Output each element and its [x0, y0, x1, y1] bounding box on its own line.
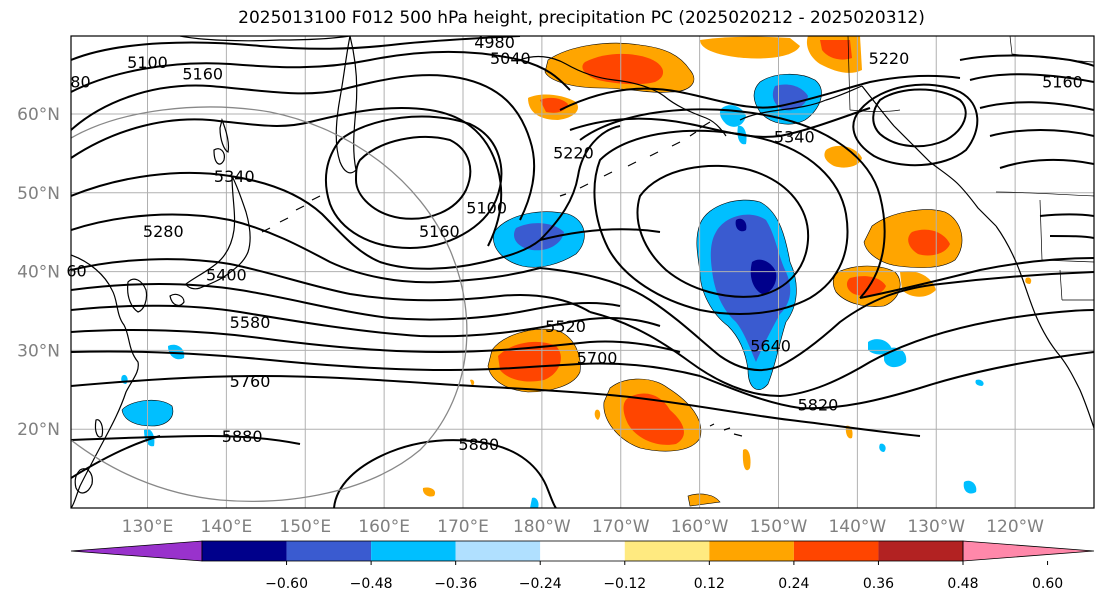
precip-shading-negative [121, 73, 984, 508]
contour-label: 5280 [143, 222, 184, 241]
colorbar-tick-label: 0.48 [947, 576, 978, 592]
colorbar-tick-label: 0.60 [1032, 576, 1063, 592]
contour-label: 5040 [490, 49, 531, 68]
colorbar-tick-label: −0.12 [603, 576, 646, 592]
colorbar-bin [624, 541, 710, 561]
colorbar-tick-label: −0.48 [350, 576, 393, 592]
contour-label: 5220 [553, 143, 594, 162]
colorbar-tick-label: −0.36 [434, 576, 477, 592]
lat-label: 30°N [17, 341, 60, 361]
lon-label: 170°W [592, 517, 650, 537]
contour-label: 5340 [774, 128, 815, 147]
lon-label: 150°E [279, 517, 331, 537]
contour-label: 5340 [214, 167, 255, 186]
contour-label: 5100 [466, 199, 507, 218]
lat-label: 20°N [17, 420, 60, 440]
contour-label: 5520 [545, 317, 586, 336]
colorbar-bin [455, 541, 541, 561]
longitude-labels: 130°E 140°E 150°E 160°E 170°E 180°W 170°W 160°W… [122, 517, 1045, 537]
colorbar-bin [371, 541, 456, 561]
lon-label: 140°E [201, 517, 253, 537]
lon-label: 130°E [122, 517, 174, 537]
great-circle-arc [71, 106, 468, 502]
lon-label: 160°E [358, 517, 410, 537]
colorbar-extend-low [70, 540, 203, 562]
colorbar-tick-label: 0.12 [694, 576, 725, 592]
graticule [71, 36, 1094, 508]
lon-label: 180°W [513, 517, 571, 537]
contour-label: 5220 [869, 49, 910, 68]
colorbar: −0.60 −0.48 −0.36 −0.24 −0.12 0.12 0.24 0.36 0.4… [70, 540, 1095, 592]
latitude-labels: 60°N 50°N 40°N 30°N 20°N [17, 105, 60, 440]
contour-label: 5760 [230, 372, 271, 391]
lat-label: 50°N [17, 184, 60, 204]
colorbar-bin [202, 541, 287, 561]
lon-label: 170°E [437, 517, 489, 537]
lon-label: 120°W [986, 517, 1044, 537]
lon-label: 150°W [750, 517, 808, 537]
coastlines [71, 36, 1094, 508]
contour-label: 5160 [182, 65, 223, 84]
contour-label: 60 [66, 262, 86, 281]
colorbar-tick-label: −0.24 [519, 576, 562, 592]
contour-label: 80 [70, 72, 90, 91]
colorbar-outline [201, 540, 964, 562]
lat-label: 40°N [17, 263, 60, 283]
colorbar-tick-label: 0.24 [778, 576, 809, 592]
contour-label: 5160 [419, 222, 460, 241]
contour-label: 4980 [474, 33, 515, 52]
contour-label: 5880 [222, 427, 263, 446]
colorbar-tick-label: 0.36 [863, 576, 894, 592]
lon-label: 130°W [907, 517, 965, 537]
colorbar-bin [286, 541, 372, 561]
map-frame [70, 35, 1095, 509]
map-title: 2025013100 F012 500 hPa height, precipit… [238, 8, 925, 28]
colorbar-bin [878, 541, 963, 561]
political-borders [847, 36, 1094, 301]
contour-label: 5160 [1042, 72, 1083, 91]
height-contours [71, 36, 1094, 508]
lon-label: 140°W [828, 517, 886, 537]
contour-label: 5700 [577, 348, 618, 367]
colorbar-tick-label: −0.60 [265, 576, 308, 592]
contour-label: 5640 [750, 336, 791, 355]
lon-label: 160°W [671, 517, 729, 537]
lat-label: 60°N [17, 105, 60, 125]
colorbar-bin [793, 541, 879, 561]
contour-label: 5880 [458, 435, 499, 454]
contour-label: 5580 [230, 313, 271, 332]
contour-label: 5100 [127, 53, 168, 72]
colorbar-extend-high [962, 540, 1095, 562]
colorbar-bin [709, 541, 794, 561]
contour-label: 5400 [206, 266, 247, 285]
colorbar-bin [540, 541, 625, 561]
contour-label: 5820 [798, 396, 839, 415]
